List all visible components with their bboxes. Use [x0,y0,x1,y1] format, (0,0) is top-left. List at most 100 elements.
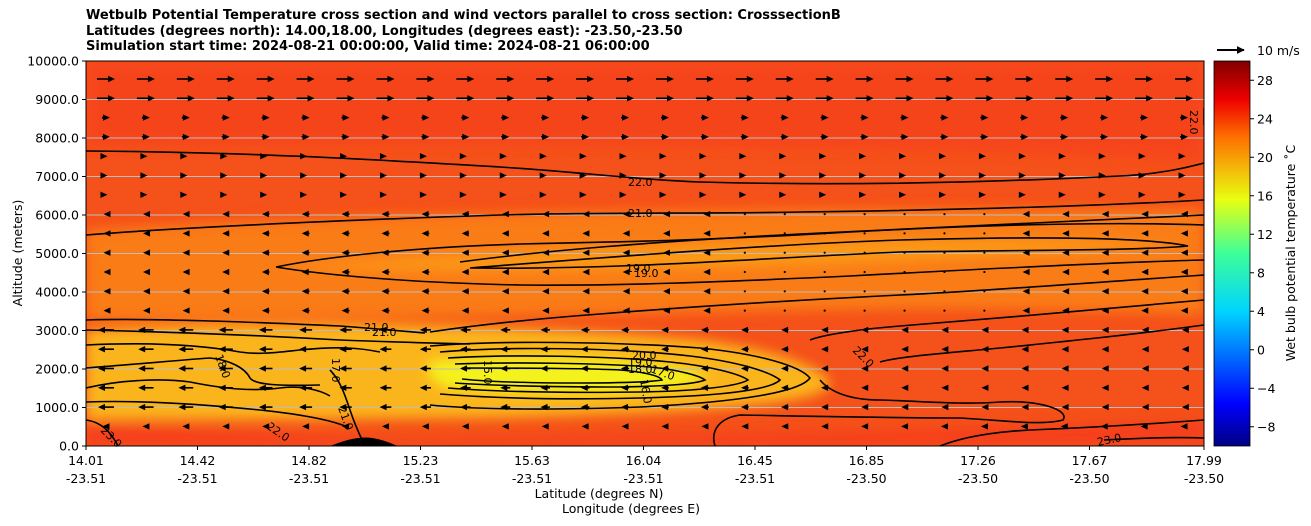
wind-vector [783,309,786,312]
wind-vector-head [1101,114,1109,121]
wind-vector-head [539,172,547,179]
wind-vector-head [100,153,108,160]
wind-vector-head [978,172,986,179]
wind-vector-head [859,153,867,160]
wind-vector-head [619,191,627,198]
wind-vector-head [1180,288,1188,295]
x-tick-lon: -23.50 [846,471,886,486]
wind-vector-head [941,384,949,391]
wind-vector-head [779,191,787,198]
wind-vector-head [1141,114,1149,121]
wind-vector-head [502,114,510,121]
wind-vector [943,290,946,293]
wind-vector-head [419,403,427,411]
wind-vector-head [102,114,110,121]
wind-vector-head [222,307,230,314]
quiver-key: 10 m/s [1217,43,1300,58]
wind-vector-head [379,172,387,179]
wind-vector-head [387,95,395,102]
wind-vector-head [826,95,834,102]
wind-vector-head [619,153,627,160]
wind-vector [943,309,946,312]
wind-vector-head [1141,268,1149,276]
wind-vector-head [740,365,748,372]
wind-vector-head [459,191,467,198]
wind-vector [943,270,946,274]
y-tick-label: 9000.0 [35,92,79,107]
wind-vector-head [1178,153,1186,160]
wind-vector-head [1181,384,1189,391]
wind-vector-head [379,365,387,372]
wind-vector-head [341,268,349,276]
wind-vector-head [382,133,390,141]
wind-vector-head [100,172,108,179]
wind-vector-head [861,403,869,411]
wind-vector-head [821,365,829,372]
y-tick-label: 5000.0 [35,246,79,261]
wind-vector-head [1141,133,1149,141]
wind-vector-head [981,326,989,334]
wind-vector-head [262,114,270,121]
contour-label: 23.0 [1096,431,1123,449]
wind-vector-head [1062,210,1070,218]
wind-vector-head [779,172,787,179]
contour-18-left [86,357,321,387]
wind-vector-head [1062,288,1070,295]
wind-vector [863,251,866,254]
wind-vector-head [421,249,429,256]
x-axis-label-2: Longitude (degrees E) [562,501,700,516]
wind-vector-head [542,114,550,121]
wind-vector-head [659,153,667,160]
wind-vector-head [379,384,387,391]
wind-vector-head [859,191,867,198]
wind-vector-head [1101,346,1109,353]
y-tick-label: 7000.0 [35,169,79,184]
wind-vector-head [302,423,310,430]
x-tick-lon: -23.51 [177,471,217,486]
wind-vector-head [540,326,548,334]
wind-vector-head [901,346,909,353]
wind-vector-head [419,365,427,372]
wind-vector-head [582,249,590,256]
wind-vector-head [341,210,349,218]
wind-vector-head [461,249,469,256]
wind-vector-head [339,384,347,391]
wind-vector-head [946,75,954,83]
wind-vector-head [746,95,754,102]
wind-vector-head [1021,326,1029,334]
wind-vector-head [938,191,946,198]
wind-vector-head [301,230,309,237]
wind-vector-head [178,384,186,391]
wind-vector [903,232,906,235]
wind-vector-head [746,75,754,83]
wind-vector-head [299,365,307,372]
wind-vector-head [427,95,435,102]
wind-vector-head [662,268,670,276]
y-axis-label: Altitude (meters) [10,200,25,307]
wind-vector [823,290,826,293]
x-tick-lon: -23.50 [958,471,998,486]
wind-vector-head [622,230,630,237]
wind-vector-head [981,403,989,411]
wind-vector-head [421,268,429,276]
wind-vector-head [180,191,188,198]
contour-21-mid [429,274,1204,333]
wind-vector-head [662,288,670,295]
wind-vector [823,309,826,312]
wind-vector-head [703,210,711,218]
wind-vector-head [1178,172,1186,179]
wind-vector-head [901,403,909,411]
wind-vector-head [218,326,226,334]
wind-vector-head [1186,75,1194,83]
wind-vector-head [301,288,309,295]
x-tick-lon: -23.51 [66,471,106,486]
wind-vector-head [138,346,146,353]
wind-vector-head [138,384,146,391]
wind-vector-head [379,403,387,411]
wind-vector-head [1101,326,1109,334]
contour-label: 19.0 [628,356,653,369]
wind-vector-head [340,172,348,179]
wind-vector-head [103,268,111,276]
wind-vector-head [1101,288,1109,295]
y-tick-label: 8000.0 [35,131,79,146]
